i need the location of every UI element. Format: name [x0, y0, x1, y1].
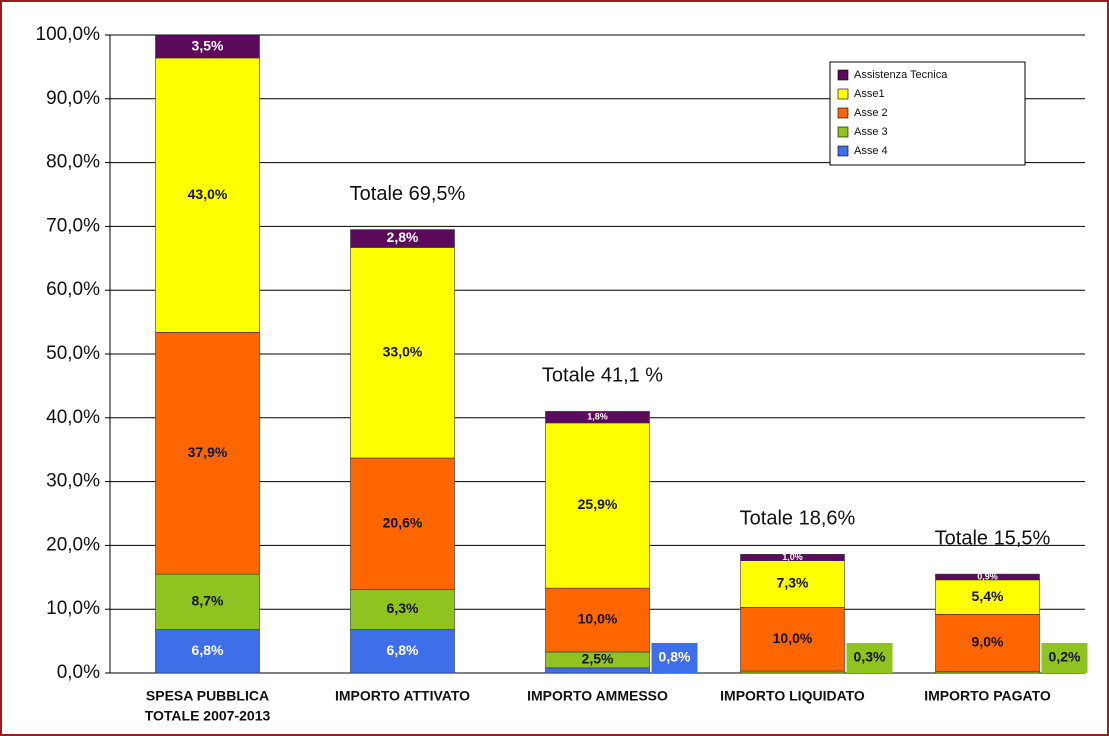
bar-segment — [935, 614, 1040, 673]
y-tick-label: 0,0% — [57, 662, 100, 683]
y-tick-label: 60,0% — [46, 279, 100, 300]
data-label: 6,3% — [387, 600, 419, 616]
data-label: 5,4% — [972, 588, 1004, 604]
bar-segment — [155, 57, 260, 333]
legend-label: Asse 3 — [854, 126, 888, 138]
y-tick-label: 70,0% — [46, 215, 100, 236]
legend-box — [829, 61, 1026, 166]
y-tick-label: 20,0% — [46, 534, 100, 555]
total-annotation: Totale 69,5% — [350, 183, 466, 205]
total-annotation: Totale 41,1 % — [542, 365, 663, 387]
bar-segment — [935, 573, 1040, 581]
data-label: 10,0% — [773, 630, 813, 646]
data-label: 20,6% — [383, 514, 423, 530]
bar-segment — [740, 560, 845, 608]
label-box — [1041, 643, 1088, 673]
y-tick-label: 40,0% — [46, 407, 100, 428]
bar-segment — [350, 629, 455, 674]
bar-segment — [155, 35, 260, 59]
data-label: 0,9% — [977, 571, 998, 581]
total-annotation: Totale 18,6% — [740, 508, 856, 530]
y-tick-label: 30,0% — [46, 471, 100, 492]
legend-swatch — [837, 69, 849, 81]
data-label: 8,7% — [192, 593, 224, 609]
bar-segment — [155, 573, 260, 630]
legend-swatch — [837, 145, 849, 157]
bar-segment — [155, 629, 260, 674]
data-label: 1,0% — [782, 552, 803, 562]
bar-segment — [545, 422, 650, 589]
legend-label: Asse1 — [854, 88, 885, 100]
x-tick-label: IMPORTO PAGATO — [924, 688, 1051, 704]
legend-label: Asse 2 — [854, 107, 888, 119]
data-label: 10,0% — [578, 611, 618, 627]
total-annotation: Totale 15,5% — [935, 527, 1051, 549]
data-label: 1,8% — [587, 412, 608, 422]
bar-segment — [350, 589, 455, 630]
bar-segment — [545, 667, 650, 674]
data-label: 0,8% — [659, 649, 691, 665]
bar-segment — [740, 606, 845, 672]
y-tick-label: 100,0% — [36, 24, 101, 45]
data-label: 6,8% — [192, 642, 224, 658]
y-tick-label: 50,0% — [46, 343, 100, 364]
data-label: 0,3% — [854, 649, 886, 665]
bar-segment — [350, 247, 455, 459]
bar-segment — [545, 587, 650, 653]
data-label: 33,0% — [383, 343, 423, 359]
data-label: 2,8% — [387, 229, 419, 245]
y-tick-label: 80,0% — [46, 152, 100, 173]
y-tick-label: 10,0% — [46, 598, 100, 619]
legend-swatch — [837, 126, 849, 138]
data-label: 37,9% — [188, 444, 228, 460]
bar-segment — [545, 411, 650, 424]
legend-swatch — [837, 88, 849, 100]
data-label: 7,3% — [777, 575, 809, 591]
data-label: 43,0% — [188, 186, 228, 202]
data-label: 9,0% — [972, 634, 1004, 650]
data-label: 25,9% — [578, 496, 618, 512]
legend-label: Asse 4 — [854, 145, 888, 157]
bar-segment — [155, 332, 260, 575]
bar-segment — [935, 579, 1040, 615]
data-label: 3,5% — [192, 38, 224, 54]
data-label: 2,5% — [582, 651, 614, 667]
bar-segment — [350, 229, 455, 248]
x-tick-label: TOTALE 2007-2013 — [145, 708, 271, 724]
x-tick-label: IMPORTO ATTIVATO — [335, 688, 470, 704]
x-tick-label: IMPORTO AMMESSO — [527, 688, 668, 704]
data-label: 0,2% — [1049, 649, 1081, 665]
x-tick-label: SPESA PUBBLICA — [146, 688, 269, 704]
bar-segment — [740, 554, 845, 562]
label-box — [651, 643, 698, 673]
label-box — [846, 643, 893, 673]
legend-label: Assistenza Tecnica — [854, 69, 948, 81]
legend-swatch — [837, 107, 849, 119]
x-tick-label: IMPORTO LIQUIDATO — [720, 688, 865, 704]
data-label: 6,8% — [387, 642, 419, 658]
y-tick-label: 90,0% — [46, 88, 100, 109]
